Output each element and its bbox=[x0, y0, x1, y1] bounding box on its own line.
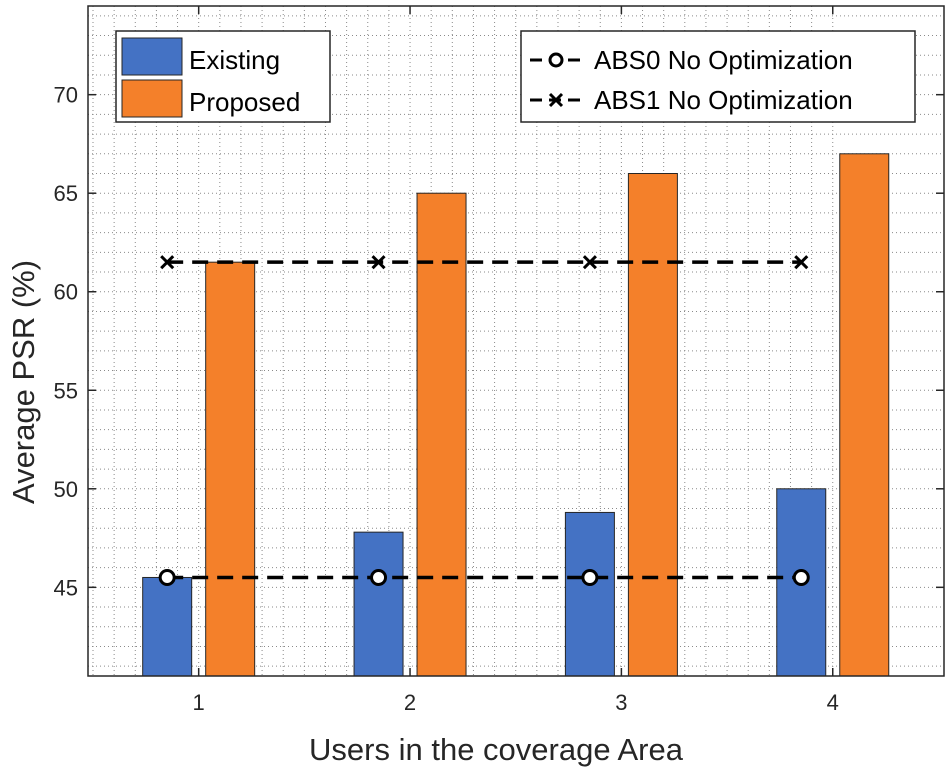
marker-abs1-3 bbox=[582, 255, 597, 270]
y-tick-label-45: 45 bbox=[54, 575, 78, 600]
y-tick-label-50: 50 bbox=[54, 477, 78, 502]
x-tick-label-4: 4 bbox=[827, 690, 839, 715]
x-tick-label-1: 1 bbox=[193, 690, 205, 715]
x-tick-label-2: 2 bbox=[404, 690, 416, 715]
marker-abs0-3 bbox=[581, 568, 599, 586]
y-axis-label: Average PSR (%) bbox=[6, 260, 41, 504]
bar-existing-4 bbox=[776, 488, 827, 677]
line-series bbox=[158, 255, 810, 586]
y-tick-label-65: 65 bbox=[54, 181, 78, 206]
bar-existing-3 bbox=[564, 511, 615, 677]
legend-lines: ABS0 No Optimization ABS1 No Optimizatio… bbox=[520, 30, 916, 123]
bar-proposed-4 bbox=[839, 153, 890, 677]
x-axis-label: Users in the coverage Area bbox=[309, 732, 684, 767]
x-tick-label-3: 3 bbox=[615, 690, 627, 715]
y-tick-label-60: 60 bbox=[54, 280, 78, 305]
legend-label-proposed: Proposed bbox=[189, 87, 300, 117]
marker-abs1-2 bbox=[371, 255, 386, 270]
legend-marker-abs1 bbox=[548, 92, 564, 108]
legend-swatch-proposed bbox=[121, 79, 183, 118]
marker-abs0-4 bbox=[792, 568, 810, 586]
y-tick-label-70: 70 bbox=[54, 83, 78, 108]
y-tick-label-55: 55 bbox=[54, 378, 78, 403]
grid-lines bbox=[88, 6, 944, 676]
bar-existing-2 bbox=[353, 531, 404, 677]
bars bbox=[142, 153, 890, 677]
bar-proposed-2 bbox=[416, 192, 467, 677]
axis-ticks: 45 50 55 60 65 70 1 2 3 4 bbox=[54, 6, 944, 715]
plot-frame bbox=[87, 5, 945, 677]
legend-label-existing: Existing bbox=[189, 45, 280, 75]
legend-lines-box bbox=[520, 30, 916, 123]
bar-proposed-1 bbox=[205, 261, 256, 677]
legend-label-abs0: ABS0 No Optimization bbox=[594, 45, 853, 75]
legend-bars: Existing Proposed bbox=[115, 30, 331, 123]
legend-label-abs1: ABS1 No Optimization bbox=[594, 85, 853, 115]
marker-abs1-4 bbox=[794, 255, 809, 270]
legend-marker-abs0 bbox=[548, 52, 564, 68]
bar-proposed-3 bbox=[627, 173, 678, 677]
bar-existing-1 bbox=[142, 576, 193, 677]
marker-abs1-1 bbox=[160, 255, 175, 270]
marker-abs0-2 bbox=[370, 568, 388, 586]
marker-abs0-1 bbox=[158, 568, 176, 586]
legend-swatch-existing bbox=[121, 37, 183, 76]
